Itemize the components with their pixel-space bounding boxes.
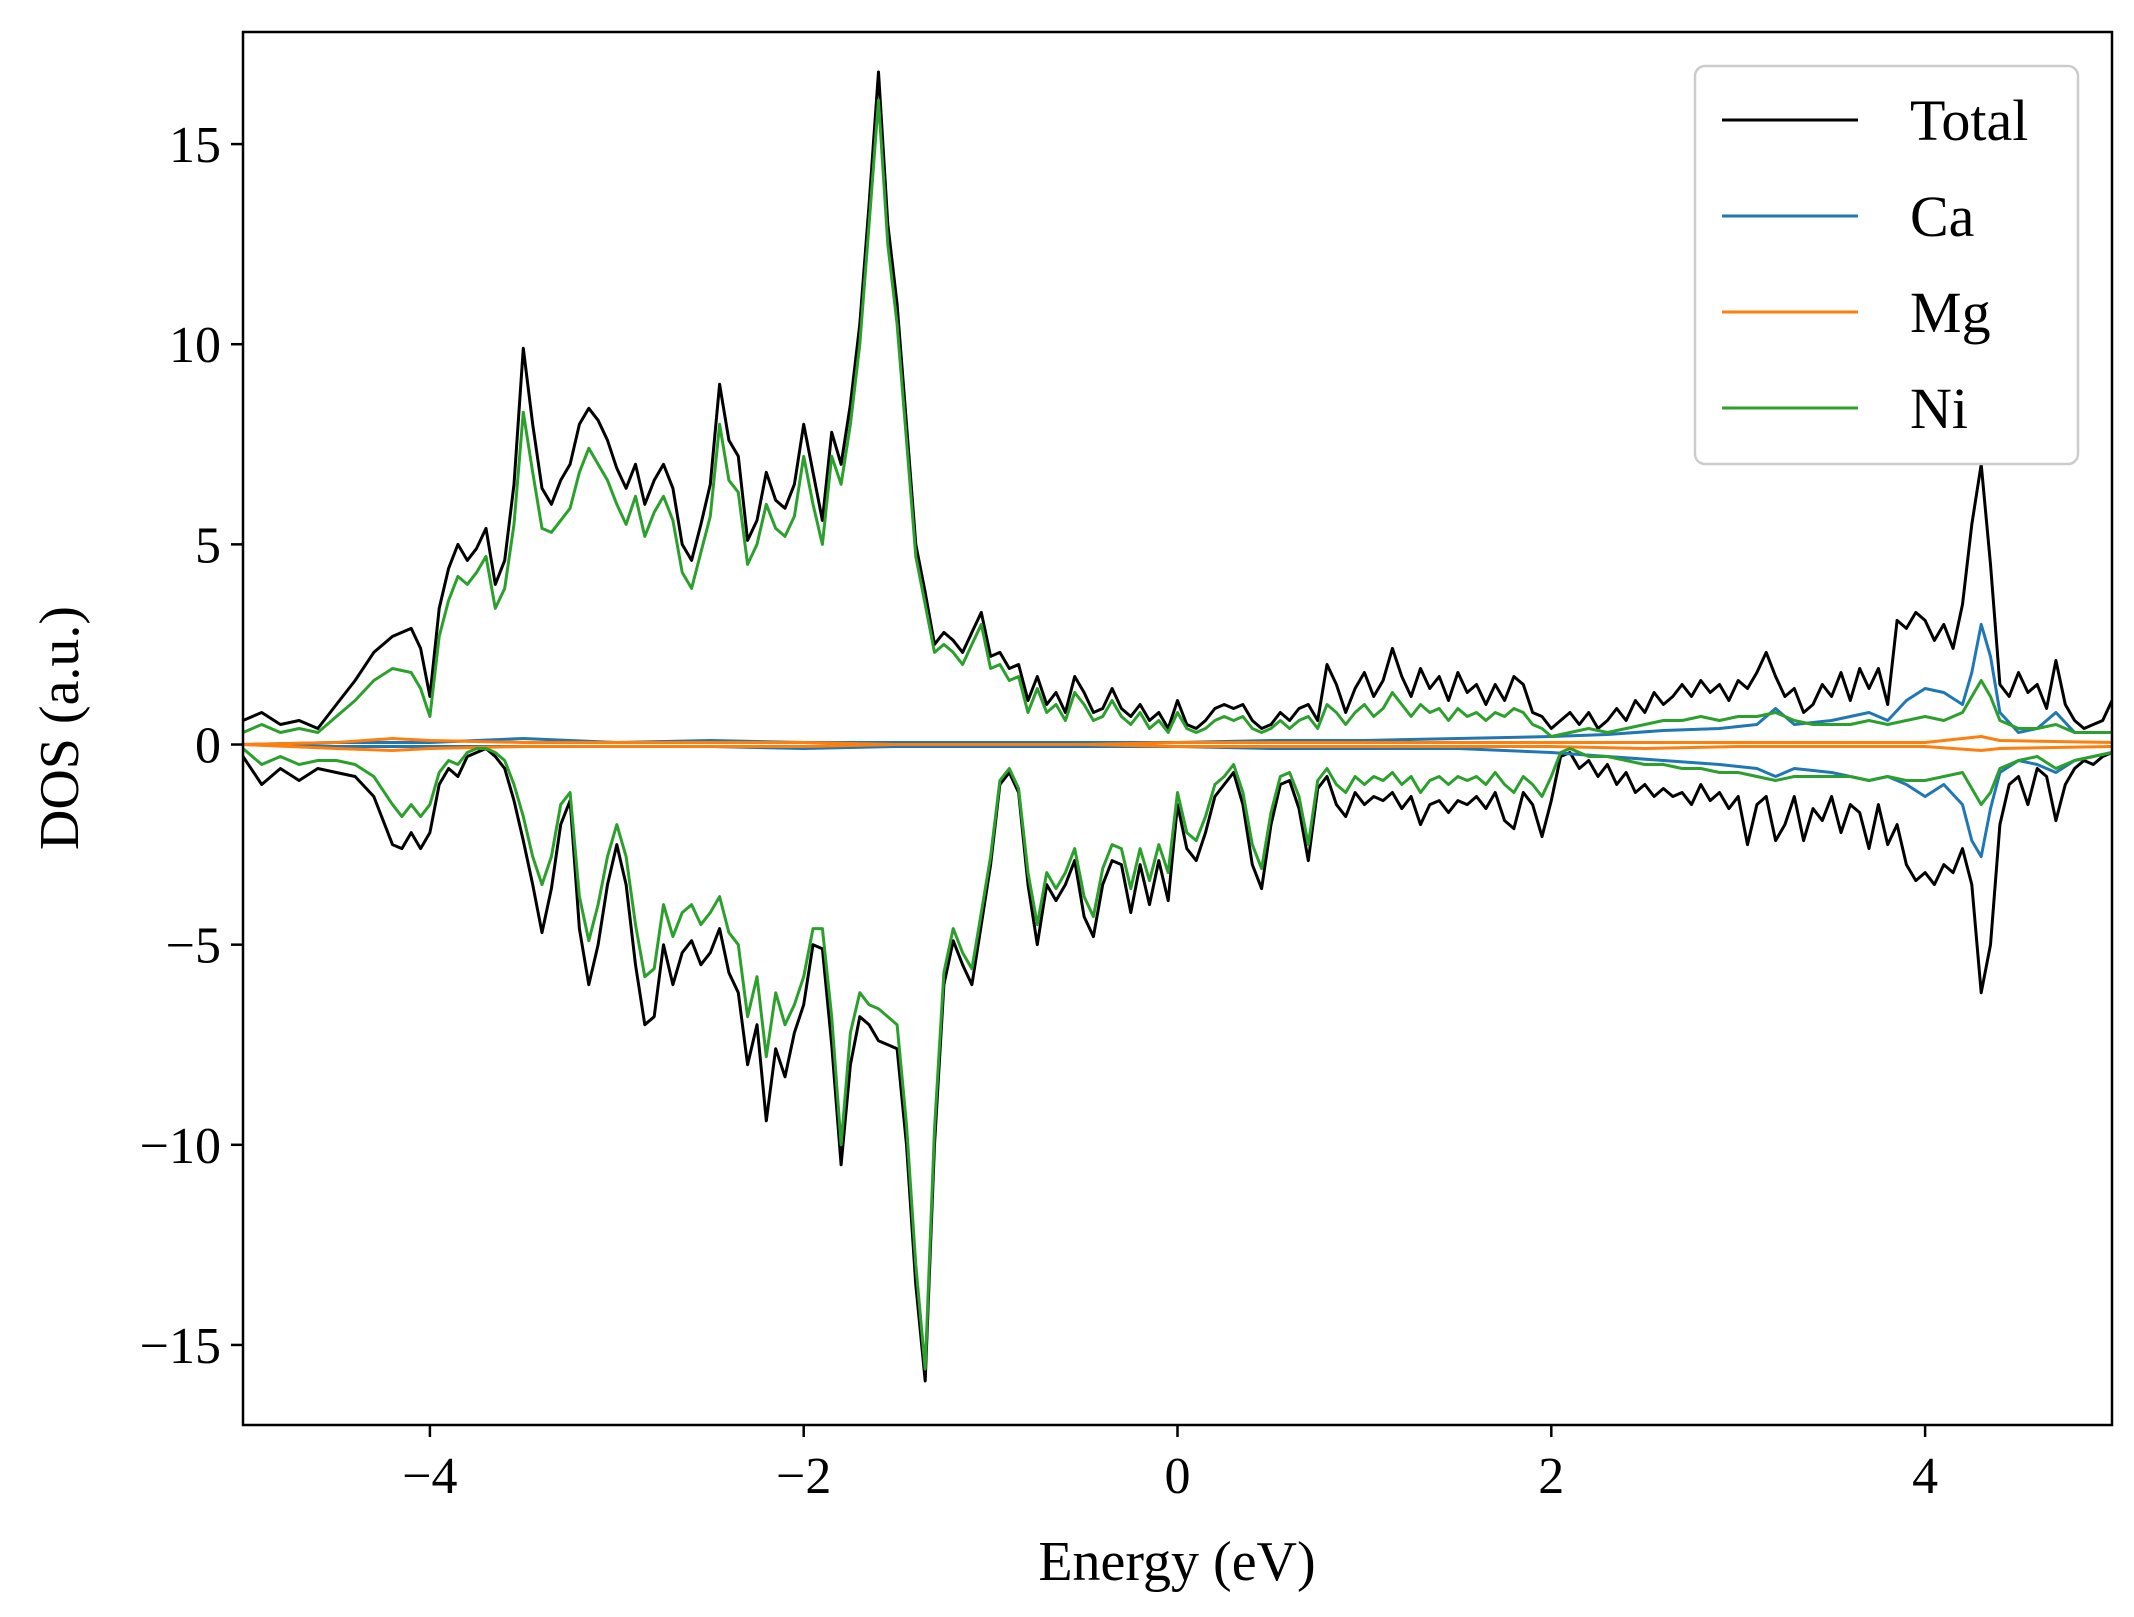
x-axis: −4 −2 0 2 4: [402, 1425, 1938, 1505]
y-tick-label: 15: [169, 117, 221, 174]
series-line-ca-down: [243, 743, 2112, 859]
legend-label-ca: Ca: [1910, 184, 1974, 249]
y-tick-label: −10: [140, 1118, 221, 1175]
x-tick-label: 2: [1538, 1448, 1564, 1505]
series-line-ni-down: [243, 747, 2112, 1371]
y-axis-label: DOS (a.u.): [29, 606, 91, 850]
series-line-ni-up: [243, 98, 2112, 738]
series-line-total-up: [243, 70, 2112, 730]
legend-label-total: Total: [1910, 88, 2028, 153]
y-tick-label: −5: [166, 918, 221, 975]
series-layer: [243, 70, 2112, 1383]
series-line-mg-up: [243, 735, 2112, 746]
legend-box: [1693, 64, 2080, 466]
y-tick-label: 10: [169, 317, 221, 374]
y-axis: −15 −10 −5 0 5 10 15: [140, 117, 243, 1375]
series-line-mg-down: [243, 743, 2112, 752]
y-tick-label: −15: [140, 1318, 221, 1375]
legend: Total Ca Mg Ni: [1693, 64, 2080, 466]
x-tick-label: −2: [776, 1448, 831, 1505]
x-tick-label: 4: [1912, 1448, 1938, 1505]
y-tick-label: 5: [195, 517, 221, 574]
x-axis-label: Energy (eV): [1038, 1531, 1315, 1593]
x-tick-label: 0: [1165, 1448, 1191, 1505]
x-tick-label: −4: [402, 1448, 457, 1505]
legend-label-ni: Ni: [1910, 376, 1968, 441]
y-tick-label: 0: [195, 718, 221, 775]
legend-label-mg: Mg: [1910, 280, 1991, 345]
series-line-total-down: [243, 747, 2112, 1383]
